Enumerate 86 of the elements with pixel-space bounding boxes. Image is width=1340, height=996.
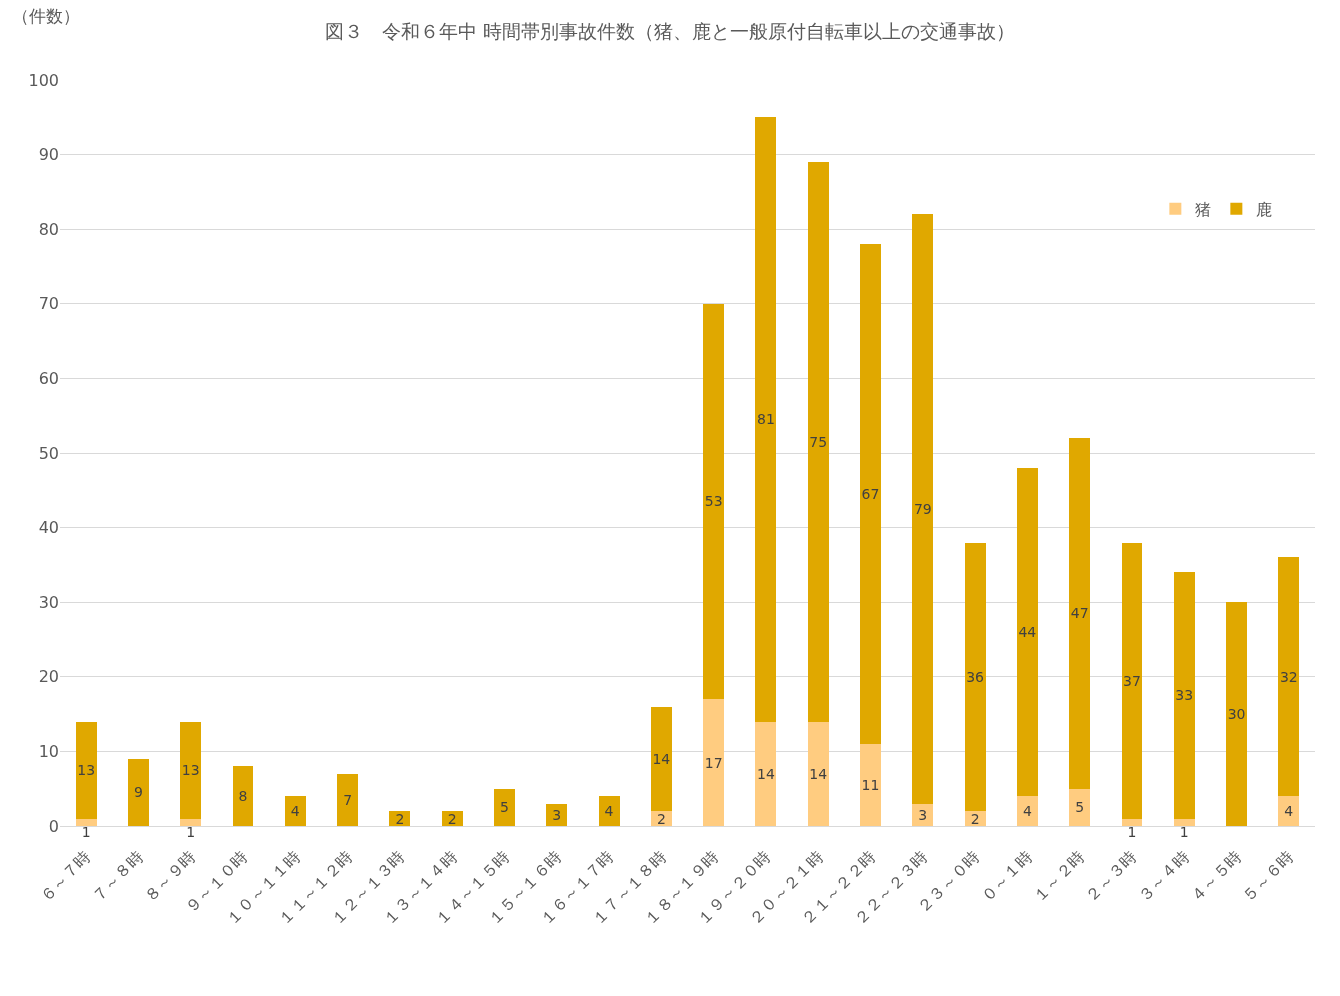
bar	[494, 788, 515, 826]
bar	[1278, 557, 1300, 797]
bar	[1173, 818, 1195, 826]
y-tick-label: 30	[38, 592, 59, 612]
data-label: 13	[77, 762, 96, 779]
bar	[912, 214, 934, 804]
bar	[75, 721, 97, 819]
bar	[232, 766, 254, 826]
data-label: 33	[1175, 687, 1194, 704]
data-label: 14	[652, 750, 671, 767]
bar	[1173, 572, 1195, 819]
y-tick-label: 90	[38, 145, 59, 165]
bar	[703, 699, 725, 826]
data-label: 1	[1179, 823, 1189, 840]
data-label: 9	[133, 784, 143, 801]
data-label: 4	[1022, 803, 1032, 820]
bar	[1069, 788, 1091, 826]
data-label: 2	[447, 810, 457, 827]
data-label: 14	[756, 765, 775, 782]
bar	[755, 117, 777, 722]
bar	[807, 162, 829, 722]
data-label: 5	[500, 799, 509, 816]
data-label: 37	[1123, 672, 1141, 689]
data-label: 11	[861, 776, 880, 793]
bar	[598, 796, 620, 826]
data-label: 13	[181, 762, 200, 779]
data-label: 3	[918, 806, 928, 823]
data-label: 81	[757, 411, 775, 428]
data-label: 47	[1070, 605, 1089, 622]
data-label: 30	[1227, 706, 1246, 723]
x-tick-label: ６～７時	[35, 847, 95, 906]
data-label: 4	[604, 803, 614, 820]
data-label: 1	[1127, 823, 1137, 840]
y-tick-label: 60	[38, 369, 59, 388]
y-tick-label: 70	[38, 294, 59, 314]
bar	[127, 758, 149, 826]
data-label: 4	[1284, 803, 1294, 820]
data-label: 53	[704, 493, 723, 510]
bar	[1226, 602, 1248, 826]
bar	[807, 721, 829, 826]
bar	[650, 706, 672, 812]
y-tick-label: 0	[48, 816, 59, 836]
bar	[337, 773, 359, 826]
data-label: 3	[552, 806, 562, 823]
data-label: 4	[290, 803, 300, 820]
bar	[180, 818, 202, 826]
data-label: 1	[81, 823, 91, 840]
legend-label: 猪	[1195, 200, 1212, 220]
data-label: 7	[343, 791, 353, 808]
bar	[1121, 542, 1143, 819]
bar	[755, 721, 777, 826]
data-label: 32	[1279, 668, 1298, 685]
bar	[180, 721, 202, 819]
bar	[1016, 467, 1038, 797]
y-tick-label: 100	[28, 70, 59, 90]
y-axis-title: （件数）	[12, 6, 80, 26]
bar	[860, 244, 881, 744]
bar	[703, 303, 725, 700]
bar	[284, 796, 306, 826]
y-tick-label: 10	[38, 742, 59, 761]
data-label: 2	[395, 810, 405, 827]
data-label: 2	[970, 810, 980, 827]
data-label: 8	[238, 788, 248, 805]
bar	[1278, 796, 1300, 826]
data-label: 5	[1075, 799, 1085, 816]
y-tick-label: 40	[38, 518, 59, 538]
y-tick-label: 80	[38, 219, 59, 239]
data-label: 36	[966, 668, 985, 685]
chart-title: 図３ 令和６年中 時間帯別事故件数（猪、鹿と一般原付自転車以上の交通事故）	[324, 20, 1016, 43]
data-label: 14	[809, 765, 828, 782]
legend-label: 鹿	[1256, 200, 1273, 220]
y-tick-label: 50	[38, 443, 59, 463]
bar	[75, 818, 97, 826]
data-label: 44	[1018, 624, 1037, 641]
bar	[860, 743, 881, 826]
data-label: 2	[656, 810, 666, 827]
bar	[1069, 438, 1091, 789]
data-label: 79	[913, 500, 932, 517]
data-label: 17	[704, 754, 723, 771]
bar	[1016, 796, 1038, 826]
data-label: 75	[809, 433, 828, 450]
bar	[964, 542, 986, 812]
bar	[1121, 818, 1143, 826]
data-label: 67	[861, 486, 880, 503]
y-tick-label: 20	[38, 667, 59, 687]
data-label: 1	[186, 823, 196, 840]
